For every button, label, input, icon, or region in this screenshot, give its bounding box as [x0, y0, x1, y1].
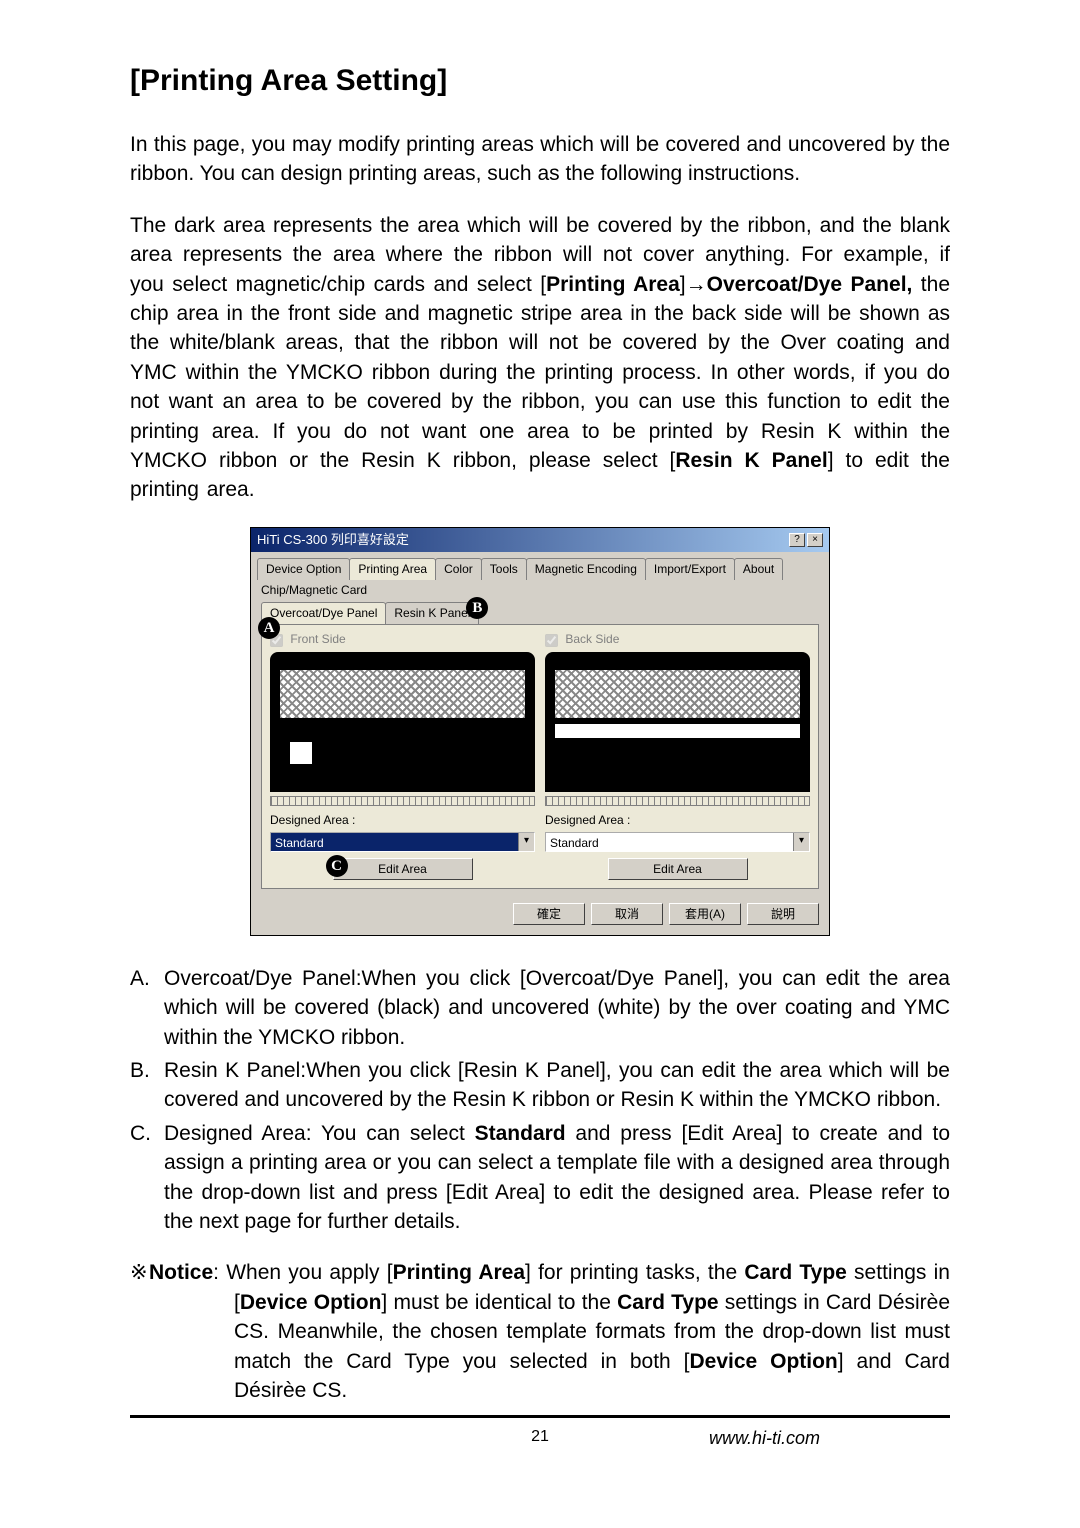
printing-area-term: Printing Area — [546, 273, 680, 296]
back-stripe-area — [555, 724, 800, 738]
notice-label: Notice — [149, 1261, 213, 1284]
device-option-term: Device Option — [240, 1291, 382, 1314]
subtab-resin-k-label: Resin K Panel — [394, 606, 470, 620]
front-side-group: Front Side — [270, 631, 535, 648]
sub-tab-row: Overcoat/Dye Panel A Resin K Panel B — [251, 602, 829, 624]
back-card-preview — [545, 652, 810, 792]
ok-button[interactable]: 確定 — [513, 903, 585, 925]
cancel-button[interactable]: 取消 — [591, 903, 663, 925]
front-designed-area-label: Designed Area : — [270, 812, 535, 829]
device-option-term: Device Option — [689, 1350, 837, 1373]
back-side-label: Back Side — [565, 632, 619, 646]
back-side-checkbox[interactable] — [545, 634, 558, 647]
back-hatch-area — [555, 670, 800, 718]
chevron-down-icon[interactable]: ▾ — [518, 833, 534, 851]
text: ] must be identical to the — [381, 1291, 617, 1314]
text: : When you apply [ — [213, 1261, 392, 1284]
tab-color[interactable]: Color — [435, 558, 482, 580]
panel-content: Front Side Designed Area : Standard ▾ C … — [261, 624, 819, 889]
back-ruler — [545, 796, 810, 806]
lettered-list: Overcoat/Dye Panel:When you click [Overc… — [130, 964, 950, 1237]
back-side-group: Back Side — [545, 631, 810, 648]
front-hatch-area — [280, 670, 525, 718]
list-item-c: Designed Area: You can select Standard a… — [164, 1119, 950, 1237]
back-designed-area-dropdown[interactable]: Standard ▾ — [545, 832, 810, 852]
card-type-term: Card Type — [617, 1291, 719, 1314]
notice-marker: ※ — [130, 1261, 149, 1284]
close-button[interactable]: × — [807, 533, 823, 547]
main-tab-row: Device Option Printing Area Color Tools … — [251, 552, 829, 580]
list-item-a: Overcoat/Dye Panel:When you click [Overc… — [164, 964, 950, 1052]
page-number: 21 — [130, 1426, 950, 1448]
section-heading: [Printing Area Setting] — [130, 60, 950, 102]
resin-k-term: Resin K Panel — [675, 449, 827, 472]
tab-printing-area[interactable]: Printing Area — [349, 558, 436, 580]
tab-tools[interactable]: Tools — [481, 558, 527, 580]
tab-import-export[interactable]: Import/Export — [645, 558, 735, 580]
printing-area-term: Printing Area — [393, 1261, 525, 1284]
intro-paragraph: In this page, you may modify printing ar… — [130, 130, 950, 189]
tab-magnetic-encoding[interactable]: Magnetic Encoding — [526, 558, 646, 580]
back-side-column: Back Side Designed Area : Standard ▾ Edi… — [545, 631, 810, 880]
badge-b: B — [466, 597, 488, 619]
text: ]→ — [680, 273, 707, 296]
tab-about[interactable]: About — [734, 558, 783, 580]
chip-magnetic-label: Chip/Magnetic Card — [251, 580, 829, 603]
back-edit-area-button[interactable]: Edit Area — [608, 858, 748, 880]
subtab-overcoat[interactable]: Overcoat/Dye Panel A — [261, 602, 386, 624]
card-type-term: Card Type — [744, 1261, 847, 1284]
subtab-resin-k[interactable]: Resin K Panel B — [385, 602, 479, 624]
front-card-preview — [270, 652, 535, 792]
front-side-label: Front Side — [290, 632, 345, 646]
front-side-column: Front Side Designed Area : Standard ▾ C … — [270, 631, 535, 880]
list-item-b: Resin K Panel:When you click [Resin K Pa… — [164, 1056, 950, 1115]
overcoat-term: Overcoat/Dye Panel, — [707, 273, 913, 296]
notice-paragraph: ※Notice: When you apply [Printing Area] … — [130, 1258, 950, 1405]
front-designed-area-dropdown[interactable]: Standard ▾ — [270, 832, 535, 852]
front-dropdown-value: Standard — [271, 833, 518, 851]
dialog-button-row: 確定 取消 套用(A) 說明 — [251, 897, 829, 935]
badge-c: C — [326, 855, 348, 877]
text: Designed Area: You can select — [164, 1122, 475, 1145]
front-ruler — [270, 796, 535, 806]
back-edit-area-label: Edit Area — [653, 862, 702, 876]
explanation-paragraph: The dark area represents the area which … — [130, 211, 950, 505]
front-edit-area-button[interactable]: C Edit Area — [333, 858, 473, 880]
printer-preferences-dialog: HiTi CS-300 列印喜好設定 ? × Device Option Pri… — [250, 527, 830, 936]
footer-url: www.hi-ti.com — [709, 1426, 820, 1451]
help-button[interactable]: ? — [789, 533, 805, 547]
back-dropdown-value: Standard — [546, 833, 793, 851]
chevron-down-icon[interactable]: ▾ — [793, 833, 809, 851]
text: the chip area in the front side and magn… — [130, 273, 950, 472]
standard-term: Standard — [475, 1122, 566, 1145]
tab-device-option[interactable]: Device Option — [257, 558, 350, 580]
front-edit-area-label: Edit Area — [378, 862, 427, 876]
page-footer: 21 www.hi-ti.com — [130, 1418, 950, 1448]
dialog-titlebar: HiTi CS-300 列印喜好設定 ? × — [251, 528, 829, 552]
subtab-overcoat-label: Overcoat/Dye Panel — [270, 606, 377, 620]
apply-button[interactable]: 套用(A) — [669, 903, 741, 925]
explain-button[interactable]: 說明 — [747, 903, 819, 925]
dialog-title: HiTi CS-300 列印喜好設定 — [257, 531, 409, 549]
back-designed-area-label: Designed Area : — [545, 812, 810, 829]
text: ] for printing tasks, the — [525, 1261, 744, 1284]
